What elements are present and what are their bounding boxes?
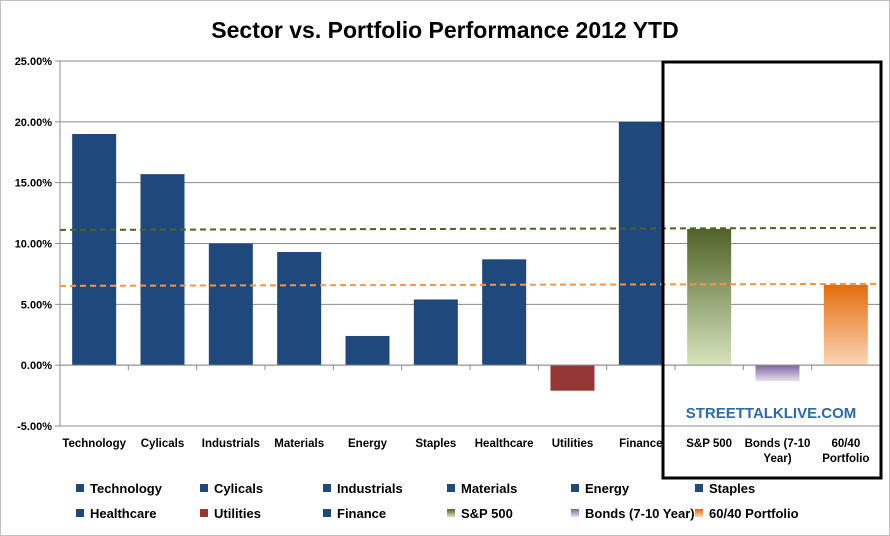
bar-energy [345, 335, 390, 366]
legend-label: Utilities [214, 506, 261, 521]
legend-item-staples: Staples [695, 481, 755, 496]
y-tick-label: 20.00% [15, 117, 53, 129]
legend-item-healthcare: Healthcare [76, 506, 156, 521]
x-category-label: Cylicals [141, 438, 184, 450]
bar-healthcare [482, 259, 527, 366]
watermark-streettalklive: STREETTALKLIVE.COM [686, 405, 857, 422]
bar-staples [413, 299, 458, 366]
legend-label: Staples [709, 481, 755, 496]
legend-label: S&P 500 [461, 506, 513, 521]
legend-swatch [695, 509, 703, 517]
reference-lines [59, 226, 881, 287]
legend-swatch [571, 484, 579, 492]
reference-line [59, 282, 881, 287]
legend-swatch [323, 509, 331, 517]
legend-item-utilities: Utilities [200, 506, 261, 521]
y-tick-label: 15.00% [15, 178, 53, 190]
bar-s-p-500 [687, 228, 732, 366]
y-tick-label: 25.00% [15, 56, 53, 68]
legend-label: Industrials [337, 481, 403, 496]
x-category-label: Utilities [552, 438, 594, 450]
legend-swatch [447, 484, 455, 492]
x-category-label: S&P 500 [686, 438, 732, 450]
bar-finance [618, 121, 663, 366]
bar-industrials [208, 243, 253, 366]
y-tick-label: 0.00% [21, 360, 52, 372]
chart-title: Sector vs. Portfolio Performance 2012 YT… [211, 17, 678, 43]
legend-swatch [571, 509, 579, 517]
legend-item-finance: Finance [323, 506, 386, 521]
legend-swatch [447, 509, 455, 517]
y-tick-label: 10.00% [15, 239, 53, 251]
legend-label: 60/40 Portfolio [709, 506, 799, 521]
legend-label: Healthcare [90, 506, 156, 521]
legend-swatch [323, 484, 331, 492]
bars [72, 121, 868, 391]
legend-swatch [695, 484, 703, 492]
reference-line [59, 226, 881, 231]
legend-item-energy: Energy [571, 481, 630, 496]
x-axis-category-labels: Technology Cylicals Industrials Materials En… [62, 438, 869, 465]
y-axis-ticks: 25.00% 20.00% 15.00% 10.00% 5.00% 0.00% -5.00% [15, 56, 60, 433]
legend-label: Bonds (7-10 Year) [585, 506, 695, 521]
x-category-label: Finance [619, 438, 662, 450]
bar-utilities [550, 365, 595, 391]
legend-item-cylicals: Cylicals [200, 481, 263, 496]
bar-60-40-portfolio [823, 284, 868, 366]
legend-swatch [200, 484, 208, 492]
legend-item-industrials: Industrials [323, 481, 403, 496]
bar-technology [72, 134, 117, 366]
x-category-label: 60/40 Portfolio [822, 438, 869, 465]
legend-item-60-40-portfolio: 60/40 Portfolio [695, 506, 799, 521]
legend-item-materials: Materials [447, 481, 517, 496]
x-category-label: Technology [62, 438, 126, 450]
y-tick-label: 5.00% [21, 299, 52, 311]
x-category-label: Staples [415, 438, 456, 450]
bar-materials [277, 252, 322, 366]
legend-label: Cylicals [214, 481, 263, 496]
legend-item-technology: Technology [76, 481, 163, 496]
x-category-label: Energy [348, 438, 388, 450]
legend-label: Technology [90, 481, 163, 496]
legend-label: Energy [585, 481, 630, 496]
legend-swatch [76, 484, 84, 492]
legend-label: Materials [461, 481, 517, 496]
y-tick-label: -5.00% [17, 421, 52, 433]
legend-swatch [76, 509, 84, 517]
bar-bonds-7-10-year [755, 365, 800, 381]
legend-item-bonds-7-10-year: Bonds (7-10 Year) [571, 506, 695, 521]
legend-swatch [200, 509, 208, 517]
legend-label: Finance [337, 506, 386, 521]
x-category-label: Bonds (7-10 Year) [745, 438, 811, 465]
x-category-label: Industrials [202, 438, 260, 450]
x-category-label: Materials [274, 438, 324, 450]
highlight-box [661, 60, 883, 480]
x-category-label: Healthcare [475, 438, 534, 450]
bar-cylicals [140, 174, 185, 366]
legend: Technology Cylicals Industrials Materials En… [76, 481, 799, 521]
legend-item-s-p-500: S&P 500 [447, 506, 513, 521]
